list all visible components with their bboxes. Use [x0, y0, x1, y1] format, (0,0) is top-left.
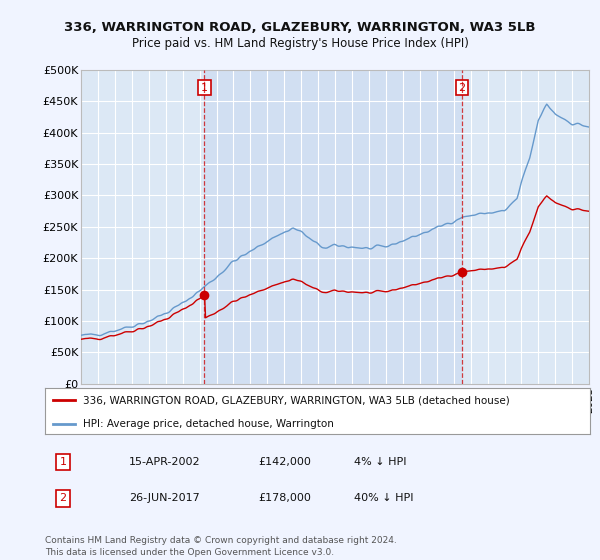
Text: HPI: Average price, detached house, Warrington: HPI: Average price, detached house, Warr… — [83, 419, 334, 429]
Text: £178,000: £178,000 — [258, 493, 311, 503]
Text: £142,000: £142,000 — [258, 457, 311, 467]
Text: 1: 1 — [201, 82, 208, 92]
Text: 2: 2 — [458, 82, 466, 92]
Text: Price paid vs. HM Land Registry's House Price Index (HPI): Price paid vs. HM Land Registry's House … — [131, 37, 469, 50]
Text: 336, WARRINGTON ROAD, GLAZEBURY, WARRINGTON, WA3 5LB: 336, WARRINGTON ROAD, GLAZEBURY, WARRING… — [64, 21, 536, 34]
Text: 15-APR-2002: 15-APR-2002 — [129, 457, 200, 467]
Text: 2: 2 — [59, 493, 67, 503]
Text: Contains HM Land Registry data © Crown copyright and database right 2024.
This d: Contains HM Land Registry data © Crown c… — [45, 536, 397, 557]
Text: 336, WARRINGTON ROAD, GLAZEBURY, WARRINGTON, WA3 5LB (detached house): 336, WARRINGTON ROAD, GLAZEBURY, WARRING… — [83, 395, 510, 405]
Bar — [205, 70, 462, 384]
Text: 4% ↓ HPI: 4% ↓ HPI — [354, 457, 407, 467]
Text: 1: 1 — [59, 457, 67, 467]
Text: 26-JUN-2017: 26-JUN-2017 — [129, 493, 200, 503]
Text: 40% ↓ HPI: 40% ↓ HPI — [354, 493, 413, 503]
